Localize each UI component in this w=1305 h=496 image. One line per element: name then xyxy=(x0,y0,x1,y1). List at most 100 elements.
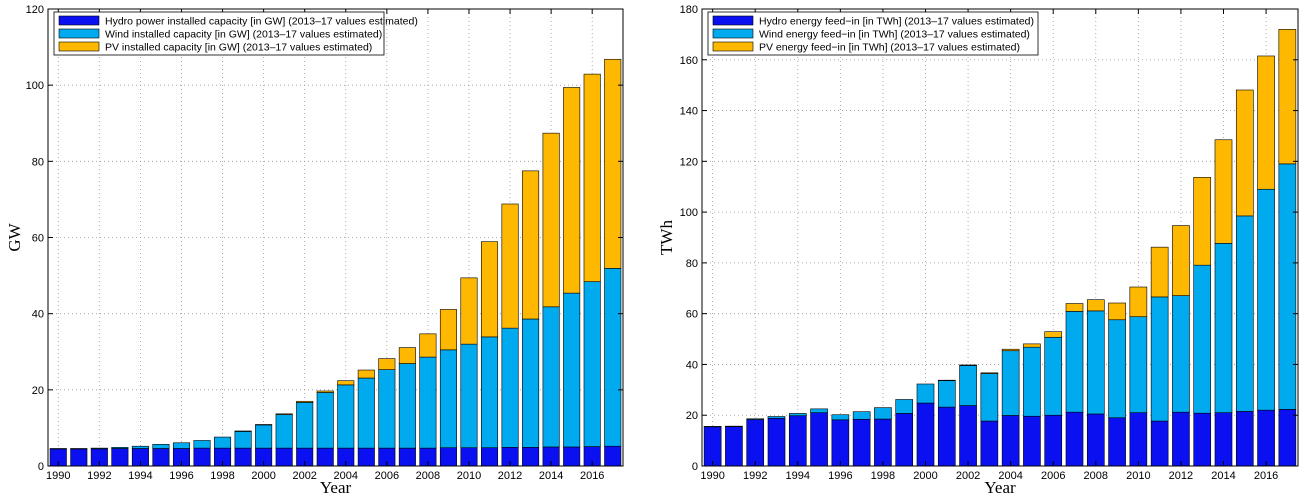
y-tick-label: 120 xyxy=(680,156,698,168)
bar-2007-series-1 xyxy=(1065,411,1084,467)
bar-2008-series-3 xyxy=(419,333,437,358)
bar-2004-series-3 xyxy=(1001,348,1020,352)
bar-2002-series-3 xyxy=(959,364,977,366)
bar-2009-series-1 xyxy=(439,447,457,467)
bar-2017-series-3 xyxy=(604,58,622,269)
bar-2005-series-1 xyxy=(1023,415,1041,467)
bar-2001-series-3 xyxy=(937,379,956,381)
bar-2009-series-1 xyxy=(1108,417,1126,467)
bar-2016-series-2 xyxy=(583,281,601,447)
bar-2004-series-2 xyxy=(1001,350,1020,416)
bars xyxy=(49,58,622,467)
x-tick-label: 2012 xyxy=(1169,470,1193,482)
bar-1992-series-2 xyxy=(90,447,108,450)
bar-1993-series-1 xyxy=(111,448,129,467)
bar-2001-series-2 xyxy=(937,380,956,408)
chart-2: 0 20 40 60 80 100 120 140 160 180 1990 1992 1994 1996… xyxy=(657,4,1299,496)
x-tick-label: 2012 xyxy=(498,470,522,482)
legend: Hydro energy feed−in [in TWh] (2013–17 v… xyxy=(707,11,1039,56)
bar-2010-series-1 xyxy=(1129,412,1148,467)
y-tick-label: 0 xyxy=(38,461,44,473)
x-tick-label: 2014 xyxy=(1211,470,1235,482)
bar-2000-series-1 xyxy=(916,402,935,467)
bar-1994-series-1 xyxy=(788,415,807,467)
bar-2011-series-3 xyxy=(1150,246,1169,298)
bar-1999-series-1 xyxy=(234,447,252,467)
bar-1995-series-2 xyxy=(810,408,828,413)
bar-2013-series-3 xyxy=(1193,177,1212,266)
bar-1993-series-2 xyxy=(767,416,786,419)
bar-2015-series-2 xyxy=(1235,215,1254,412)
bar-2007-series-1 xyxy=(398,447,416,467)
legend-swatch-2 xyxy=(712,28,754,39)
legend-swatch-1 xyxy=(712,15,754,26)
x-tick-label: 2008 xyxy=(416,470,440,482)
bar-2013-series-2 xyxy=(522,318,540,448)
x-tick-label: 2016 xyxy=(1254,470,1278,482)
bar-2005-series-3 xyxy=(1023,343,1041,348)
bar-2006-series-2 xyxy=(1044,336,1063,416)
y-tick-label: 40 xyxy=(686,359,698,371)
bar-2003-series-2 xyxy=(980,373,999,422)
bar-2009-series-3 xyxy=(439,309,457,351)
bar-2003-series-3 xyxy=(316,390,334,393)
bar-2017-series-2 xyxy=(604,268,622,447)
legend-box xyxy=(53,11,385,56)
bar-2010-series-2 xyxy=(1129,316,1148,413)
bar-2014-series-3 xyxy=(542,132,560,308)
bar-1999-series-2 xyxy=(895,399,914,414)
bar-2010-series-3 xyxy=(1129,286,1148,318)
bar-1995-series-2 xyxy=(152,443,170,449)
y-tick-label: 80 xyxy=(686,258,698,270)
bar-2017-series-1 xyxy=(1278,409,1297,467)
bar-2007-series-3 xyxy=(1065,303,1084,312)
bar-2008-series-3 xyxy=(1086,299,1105,312)
bar-2012-series-1 xyxy=(1172,411,1190,467)
y-tick-label: 100 xyxy=(26,80,44,92)
y-tick-label: 160 xyxy=(680,55,698,67)
legend-swatch-1 xyxy=(58,15,100,26)
bar-2006-series-3 xyxy=(1044,331,1063,338)
x-tick-label: 1992 xyxy=(743,470,767,482)
legend-entry-3: PV energy feed−in [in TWh] (2013–17 valu… xyxy=(759,42,1020,54)
bar-1991-series-2 xyxy=(725,425,743,427)
chart-1: 0 20 40 60 80 100 120 1990 1992 1994 1996 1998 2000 2… xyxy=(5,4,624,496)
x-tick-label: 2000 xyxy=(251,470,275,482)
bar-1990-series-1 xyxy=(703,426,722,467)
legend-entry-3: PV installed capacity [in GW] (2013–17 v… xyxy=(105,42,372,54)
bar-1998-series-2 xyxy=(214,436,232,449)
bar-2011-series-2 xyxy=(1150,296,1169,422)
x-tick-label: 1994 xyxy=(128,470,152,482)
bar-2003-series-3 xyxy=(980,372,999,374)
bar-2006-series-1 xyxy=(1044,414,1063,467)
bar-2017-series-3 xyxy=(1278,29,1297,165)
y-tick-label: 60 xyxy=(686,309,698,321)
x-tick-label: 1996 xyxy=(828,470,852,482)
x-tick-label: 1992 xyxy=(87,470,111,482)
bar-1997-series-2 xyxy=(852,411,871,420)
bar-2015-series-2 xyxy=(563,292,581,448)
bar-2000-series-3 xyxy=(255,424,273,426)
bar-1991-series-1 xyxy=(725,426,743,467)
bar-1996-series-2 xyxy=(831,414,850,421)
legend-entry-2: Wind energy feed−in [in TWh] (2013–17 va… xyxy=(759,29,1030,41)
bar-2012-series-2 xyxy=(501,327,519,448)
bar-2002-series-2 xyxy=(296,402,314,449)
y-tick-label: 20 xyxy=(686,410,698,422)
legend-swatch-3 xyxy=(58,41,100,52)
bar-1992-series-2 xyxy=(746,418,765,420)
bar-2006-series-3 xyxy=(378,358,396,370)
y-axis-label: TWh xyxy=(657,220,676,255)
x-tick-label: 1998 xyxy=(210,470,234,482)
bar-2008-series-1 xyxy=(1086,413,1105,467)
bar-1998-series-1 xyxy=(874,418,892,467)
x-tick-label: 2014 xyxy=(539,470,563,482)
bar-1999-series-1 xyxy=(895,413,914,467)
x-tick-label: 1998 xyxy=(871,470,895,482)
bar-2016-series-3 xyxy=(1257,55,1275,190)
x-tick-label: 2006 xyxy=(375,470,399,482)
x-tick-label: 1990 xyxy=(46,470,70,482)
bar-2005-series-2 xyxy=(1023,346,1041,417)
bar-2011-series-1 xyxy=(481,447,499,467)
bar-1995-series-1 xyxy=(152,448,170,467)
